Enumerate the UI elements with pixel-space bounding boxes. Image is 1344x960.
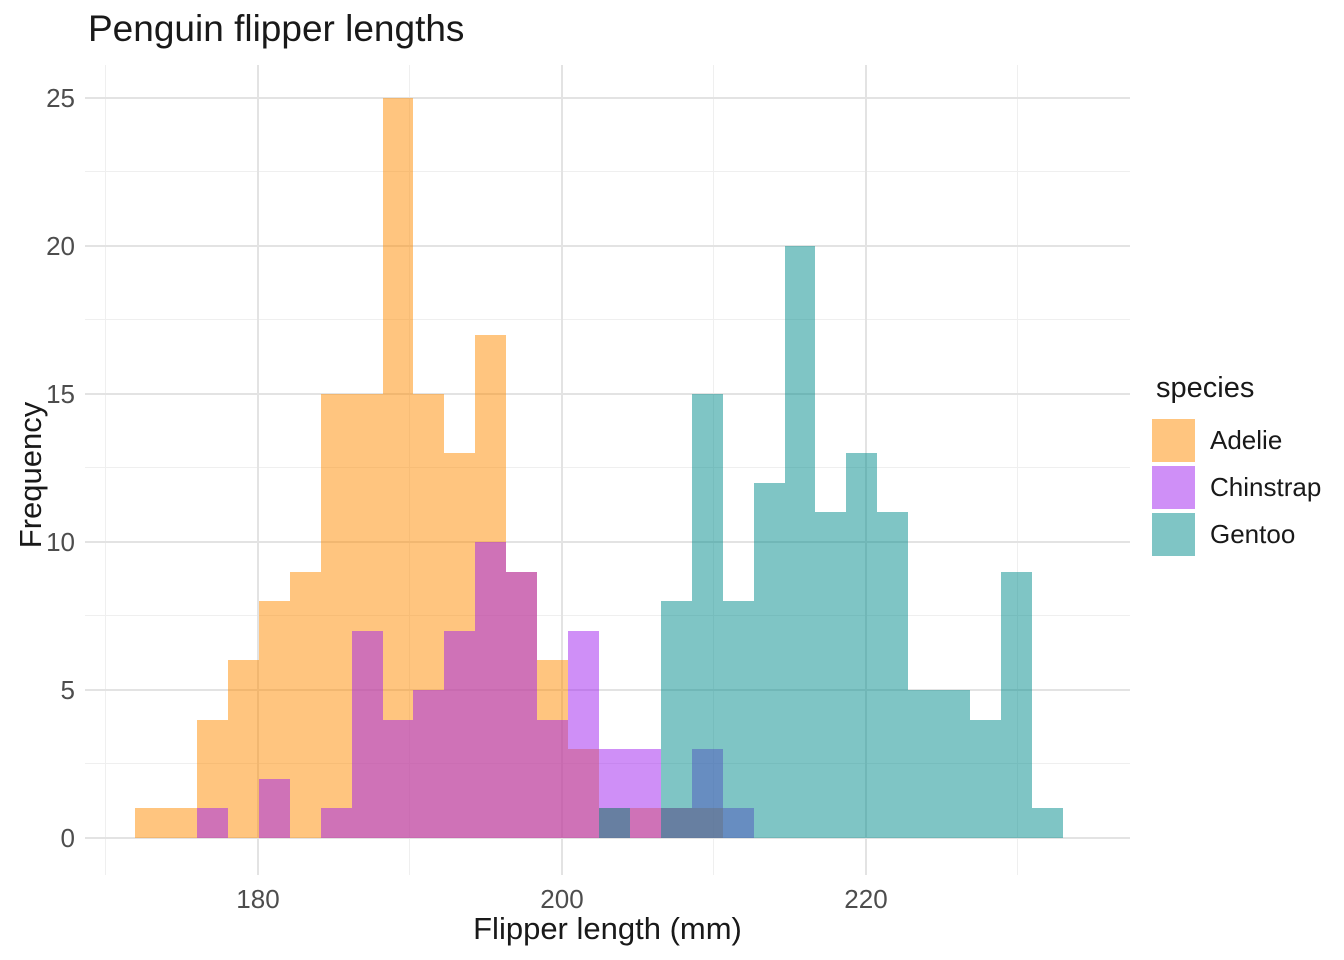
plot-panel <box>85 65 1130 875</box>
bar-gentoo <box>1001 571 1032 838</box>
bar-gentoo <box>691 393 723 838</box>
bar-gentoo <box>784 245 816 838</box>
bar-adelie <box>289 571 321 838</box>
bar-adelie <box>135 808 167 838</box>
legend-label: Chinstrap <box>1210 472 1322 502</box>
gridline-y-major <box>85 96 1130 99</box>
bar-chinstrap <box>568 630 600 838</box>
bar-chinstrap <box>444 630 476 838</box>
legend-title: species <box>1156 372 1255 404</box>
gridline-x-major <box>560 65 563 875</box>
bar-gentoo <box>1031 808 1063 838</box>
x-tick-label: 200 <box>540 884 584 914</box>
bar-adelie <box>166 808 197 838</box>
gridline-y-minor <box>85 467 1130 469</box>
bar-gentoo <box>970 719 1002 838</box>
bar-gentoo <box>815 512 847 838</box>
legend-label: Adelie <box>1210 425 1283 455</box>
bar-gentoo <box>846 453 878 838</box>
y-tick-label: 0 <box>60 822 75 853</box>
legend-swatch-adelie <box>1152 419 1195 462</box>
legend-swatch-gentoo <box>1152 513 1195 556</box>
y-axis-title: Frequency <box>13 401 48 549</box>
bar-chinstrap <box>320 808 352 838</box>
bar-gentoo <box>908 689 940 838</box>
y-tick-label: 25 <box>46 82 75 113</box>
bar-gentoo <box>877 512 909 838</box>
bar-gentoo <box>660 601 692 838</box>
bar-chinstrap <box>258 778 290 838</box>
bar-chinstrap <box>537 719 569 838</box>
y-tick-label: 10 <box>46 526 75 557</box>
legend-item-chinstrap: Chinstrap <box>1152 466 1344 509</box>
gridline-y-major <box>85 392 1130 395</box>
bar-adelie <box>320 393 352 838</box>
bar-adelie <box>227 660 259 838</box>
chart-title: Penguin flipper lengths <box>88 8 465 49</box>
bar-adelie <box>382 97 414 838</box>
gridline-y-major <box>85 688 1130 691</box>
bar-chinstrap <box>629 749 661 838</box>
legend-label: Gentoo <box>1210 519 1296 549</box>
bar-chinstrap <box>506 571 538 838</box>
bar-chinstrap <box>351 630 383 838</box>
bar-chinstrap <box>382 719 414 838</box>
legend: species Adelie Chinstrap Gentoo <box>1152 372 1344 560</box>
gridline-y-major <box>85 836 1130 839</box>
gridline-x-minor <box>1017 65 1019 875</box>
bar-chinstrap <box>475 541 507 838</box>
gridline-x-major <box>256 65 259 875</box>
x-tick-label: 180 <box>236 884 280 914</box>
bar-chinstrap <box>197 808 228 838</box>
legend-swatch-chinstrap <box>1152 466 1195 509</box>
y-tick-label: 15 <box>46 378 75 409</box>
bar-gentoo <box>599 808 630 838</box>
legend-item-adelie: Adelie <box>1152 419 1344 462</box>
gridline-y-minor <box>85 171 1130 173</box>
bar-chinstrap <box>413 689 445 838</box>
legend-items: Adelie Chinstrap Gentoo <box>1152 419 1344 556</box>
legend-item-gentoo: Gentoo <box>1152 513 1344 556</box>
y-tick-label: 20 <box>46 230 75 261</box>
gridline-y-minor <box>85 615 1130 617</box>
gridline-y-minor <box>85 319 1130 321</box>
gridline-x-minor <box>105 65 107 875</box>
bar-gentoo <box>939 689 971 838</box>
gridline-y-major <box>85 244 1130 247</box>
bar-gentoo <box>722 601 754 838</box>
y-tick-label: 5 <box>60 674 75 705</box>
x-axis-title: Flipper length (mm) <box>473 911 742 946</box>
gridline-y-major <box>85 540 1130 543</box>
x-tick-label: 220 <box>844 884 888 914</box>
bar-gentoo <box>753 482 785 838</box>
